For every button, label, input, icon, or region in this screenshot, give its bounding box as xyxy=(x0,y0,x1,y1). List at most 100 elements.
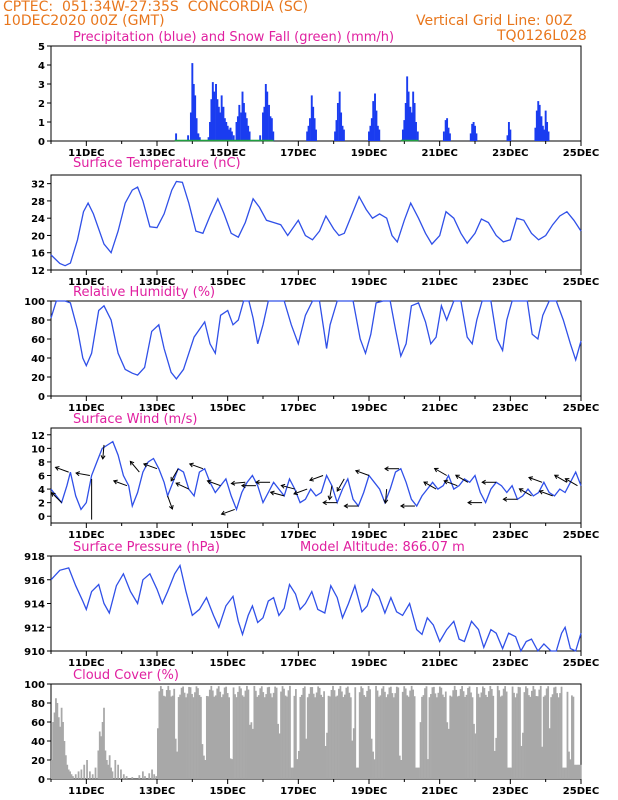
cloud-bar xyxy=(553,687,555,779)
cloud-bar xyxy=(498,690,501,779)
precip-bar xyxy=(242,103,245,141)
precip-bar xyxy=(310,95,313,141)
cloud-bar xyxy=(251,728,254,779)
cloud-bar xyxy=(254,690,257,779)
x-tick-label: 21DEC xyxy=(421,277,457,288)
cloud-bar xyxy=(522,732,524,779)
precip-bar xyxy=(407,91,410,141)
precip-bar xyxy=(415,122,417,141)
y-tick-label: 100 xyxy=(24,680,45,691)
cloud-bar xyxy=(225,686,228,779)
wind-arrow-head xyxy=(538,489,544,495)
cloud-bar xyxy=(144,776,146,779)
cloud-bar xyxy=(452,690,455,779)
wind-arrow xyxy=(293,488,308,495)
cloud-bar xyxy=(530,690,533,779)
x-tick-label: 17DEC xyxy=(280,658,316,669)
cloud-bar xyxy=(201,744,204,779)
y-tick-label: 20 xyxy=(31,756,45,767)
precip-bar xyxy=(259,135,262,141)
cloud-bar xyxy=(433,686,435,779)
x-tick-label: 17DEC xyxy=(280,148,316,159)
cloud-bar xyxy=(566,691,569,779)
cloud-bar xyxy=(533,689,536,779)
precip-bar xyxy=(313,118,316,141)
precip-bar xyxy=(338,91,341,141)
wind-arrow xyxy=(336,478,345,492)
cloud-bar xyxy=(440,687,443,779)
cloud-bar xyxy=(444,691,447,779)
y-tick-label: 5 xyxy=(38,42,45,53)
y-tick-label: 2 xyxy=(38,99,45,110)
x-tick-label: 15DEC xyxy=(209,530,245,541)
precip-bar xyxy=(198,137,201,141)
precip-bar xyxy=(448,133,451,141)
cloud-bar xyxy=(422,695,425,779)
precip-bar xyxy=(229,127,232,141)
cloud-bar xyxy=(574,764,576,779)
cloud-bar xyxy=(378,696,380,779)
cloud-bar xyxy=(360,686,363,779)
precip-bar xyxy=(544,110,547,141)
cloud-bar xyxy=(514,697,517,779)
cloud-bar xyxy=(219,691,222,779)
wind-arrow xyxy=(281,484,295,490)
cloud-bar xyxy=(341,691,343,779)
wind-arrow xyxy=(129,461,140,473)
y-tick-label: 12 xyxy=(31,431,45,442)
cloud-bar xyxy=(335,696,337,779)
cloud-bar xyxy=(330,689,333,779)
cloud-bar xyxy=(438,686,441,779)
cloud-bar xyxy=(394,693,397,779)
wind-arrow-head xyxy=(129,460,135,466)
y-tick-label: 16 xyxy=(31,249,45,260)
cloud-bar xyxy=(560,686,563,779)
precip-bar xyxy=(209,122,211,141)
cloud-bar xyxy=(418,767,420,779)
cloud-bar xyxy=(122,774,125,779)
precip-bar xyxy=(507,122,510,141)
x-tick-label: 23DEC xyxy=(492,786,528,797)
cloud-bar xyxy=(403,686,406,779)
precip-bar xyxy=(404,103,407,141)
cloud-bar xyxy=(562,767,564,779)
cloud-bar xyxy=(107,764,110,779)
precip-bar xyxy=(336,103,339,141)
y-tick-label: 0 xyxy=(38,392,45,403)
cloud-bar xyxy=(308,693,311,779)
x-tick-label: 15DEC xyxy=(209,786,245,797)
precip-bar xyxy=(270,118,273,141)
cloud-bar xyxy=(449,695,452,779)
cloud-bar xyxy=(430,694,432,779)
precip-bar xyxy=(334,131,337,141)
wind-arrow-head xyxy=(528,476,533,481)
wind-arrow-head xyxy=(553,474,559,480)
cloud-bar xyxy=(214,695,217,779)
precip-bar xyxy=(213,91,216,141)
x-tick-label: 11DEC xyxy=(68,786,104,797)
precip-bar xyxy=(401,129,404,141)
cloud-bar xyxy=(176,751,179,779)
cloud-bar xyxy=(474,733,477,779)
cloud-bar xyxy=(539,685,542,779)
wind-arrow-head xyxy=(54,466,60,471)
cloud-bar xyxy=(443,697,446,779)
cloud-bar xyxy=(391,693,394,779)
cloud-bar xyxy=(165,690,168,779)
cloud-bar xyxy=(289,685,291,779)
cloud-bar xyxy=(428,697,431,779)
cloud-bar xyxy=(243,696,245,779)
cloud-bar xyxy=(525,686,527,779)
cloud-bar xyxy=(161,688,164,779)
panel-title: Cloud Cover (%) xyxy=(73,668,179,683)
cloud-bar xyxy=(271,697,274,779)
y-tick-label: 4 xyxy=(38,61,45,72)
wind-arrow-head xyxy=(308,476,314,482)
y-tick-label: 0 xyxy=(38,775,45,786)
panel-frame xyxy=(50,45,582,142)
y-tick-label: 910 xyxy=(24,647,45,658)
cloud-bar xyxy=(217,686,220,779)
y-tick-label: 60 xyxy=(31,335,45,346)
precip-bar xyxy=(409,106,412,141)
wind-arrow-head xyxy=(322,500,327,506)
